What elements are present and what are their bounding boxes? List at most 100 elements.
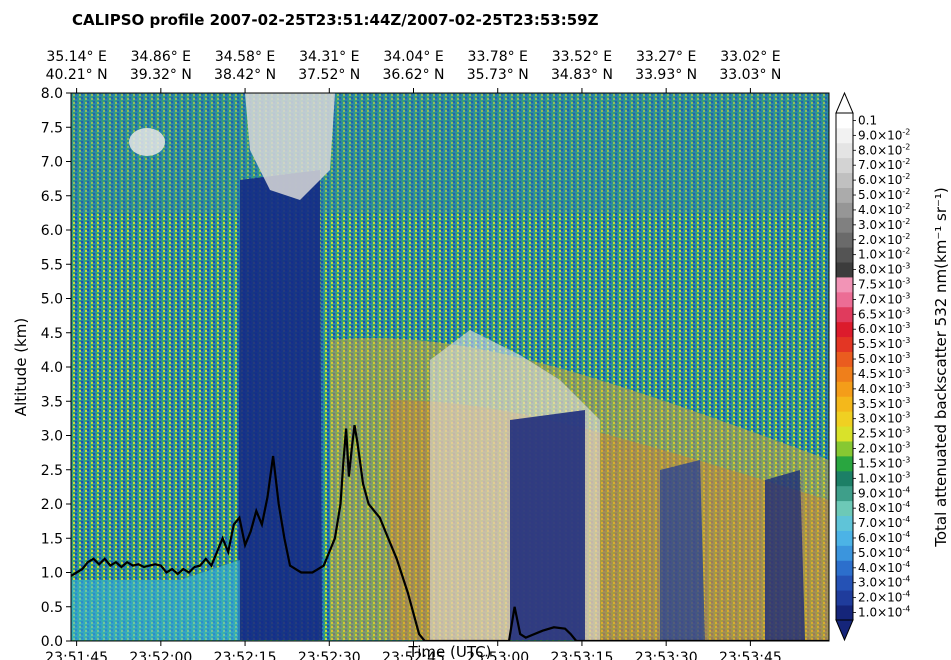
top-lon-label: 33.27° E [636, 49, 696, 65]
colorbar-tick-label: 4.5×10-3 [858, 366, 910, 381]
y-tick-label: 4.0 [41, 360, 63, 376]
colorbar-tick-label: 6.5×10-3 [858, 306, 910, 321]
colorbar-tick-label: 7.0×10-2 [858, 157, 910, 172]
colorbar-swatch [836, 411, 853, 427]
colorbar-tick-label: 4.0×10-2 [858, 202, 910, 217]
colorbar-swatch [836, 560, 853, 576]
colorbar-swatch [836, 590, 853, 606]
y-tick-label: 0.5 [41, 600, 63, 616]
colorbar-swatch [836, 351, 853, 367]
colorbar-swatch [836, 470, 853, 487]
top-lat-label: 36.62° N [382, 67, 444, 83]
colorbar-tick-label: 5.0×10-3 [858, 351, 910, 366]
colorbar-tick-label: 5.5×10-3 [858, 336, 910, 351]
attenuated-region-3 [660, 460, 705, 640]
x-tick-label: 23:51:45 [45, 650, 108, 660]
top-lat-label: 39.32° N [130, 67, 192, 83]
colorbar-tick-label: 2.5×10-3 [858, 426, 910, 441]
colorbar-tick-label: 1.5×10-3 [858, 455, 910, 470]
colorbar-tick-label: 1.0×10-3 [858, 470, 910, 485]
colorbar-tick-label: 3.0×10-2 [858, 217, 910, 232]
colorbar-tick-label: 6.0×10-3 [858, 321, 910, 336]
colorbar-tick-label: 4.0×10-3 [858, 381, 910, 396]
top-lat-label: 35.73° N [467, 67, 529, 83]
colorbar-tick-label: 8.0×10-4 [858, 500, 910, 515]
top-lat-label: 38.42° N [214, 67, 276, 83]
y-tick-label: 4.5 [41, 326, 63, 342]
colorbar-tick-label: 5.0×10-4 [858, 545, 910, 560]
colorbar-swatch [836, 441, 853, 457]
colorbar-swatch [836, 187, 853, 203]
colorbar-tick-label: 2.0×10-3 [858, 441, 910, 456]
x-tick-label: 23:53:00 [466, 650, 529, 660]
colorbar-tick-label: 4.0×10-4 [858, 560, 910, 575]
colorbar-tick-label: 1.0×10-4 [858, 605, 910, 620]
colorbar-tick-label: 0.1 [858, 113, 877, 127]
top-lon-label: 34.86° E [131, 49, 191, 65]
colorbar-swatch [836, 157, 853, 174]
colorbar-tick-label: 5.0×10-2 [858, 187, 910, 202]
colorbar-frame [835, 112, 854, 621]
x-axis: 23:51:45 23:52:00 23:52:15 23:52:30 23:52:45… [45, 641, 782, 660]
colorbar-swatch [836, 381, 853, 397]
y-tick-label: 5.0 [41, 292, 63, 308]
y-axis-label: Altitude (km) [12, 318, 30, 416]
colorbar-swatch [836, 530, 853, 546]
top-geo-axis: 35.14° E 40.21° N 34.86° E 39.32° N 34.58° E… [46, 49, 781, 93]
colorbar-tick-label: 7.5×10-3 [858, 276, 910, 291]
colorbar-swatch [836, 262, 853, 278]
plot-area [71, 93, 829, 641]
colorbar-swatch [836, 545, 853, 561]
colorbar-tick-label: 8.0×10-2 [858, 142, 910, 157]
chart-title: CALIPSO profile 2007-02-25T23:51:44Z/200… [72, 11, 599, 29]
colorbar-swatch [836, 396, 853, 412]
colorbar-tick-label: 3.0×10-4 [858, 575, 910, 590]
colorbar-swatch [836, 426, 853, 442]
colorbar-max-arrow [835, 91, 854, 114]
colorbar-swatch [836, 485, 853, 502]
colorbar-swatch [836, 336, 853, 352]
y-tick-label: 1.5 [41, 531, 63, 547]
colorbar-swatch [836, 515, 853, 531]
x-tick-label: 23:52:45 [382, 650, 445, 660]
x-tick-label: 23:53:45 [719, 650, 782, 660]
top-lat-label: 40.21° N [46, 67, 108, 83]
top-lat-label: 33.93° N [635, 67, 697, 83]
colorbar-tick-label: 3.0×10-3 [858, 411, 910, 426]
y-tick-label: 3.0 [41, 429, 63, 445]
top-lon-label: 33.52° E [552, 49, 612, 65]
colorbar-tick-label: 8.0×10-3 [858, 262, 910, 277]
top-lon-label: 33.78° E [468, 49, 528, 65]
colorbar-swatch [836, 366, 853, 382]
y-tick-label: 6.0 [41, 223, 63, 239]
colorbar-swatch [836, 113, 853, 129]
colorbar-tick-label: 6.0×10-2 [858, 172, 910, 187]
colorbar-swatch [836, 575, 853, 591]
y-tick-label: 7.5 [41, 120, 63, 136]
y-tick-label: 2.0 [41, 497, 63, 513]
y-tick-label: 2.5 [41, 463, 63, 479]
top-lon-label: 35.14° E [46, 49, 106, 65]
y-axis: 0.0 0.5 1.0 1.5 2.0 2.5 3.0 3.5 4.0 4.5 5.0 5.5 6.0 6… [41, 86, 71, 650]
y-tick-label: 6.5 [41, 189, 63, 205]
upper-noise-band [71, 93, 829, 213]
x-tick-label: 23:53:15 [551, 650, 614, 660]
top-lon-label: 33.02° E [720, 49, 780, 65]
top-lat-label: 37.52° N [298, 67, 360, 83]
y-tick-label: 7.0 [41, 155, 63, 171]
colorbar-swatch [836, 247, 853, 263]
colorbar-swatch [836, 277, 853, 293]
colorbar-tick-label: 7.0×10-3 [858, 291, 910, 306]
backscatter-features [71, 93, 829, 640]
colorbar-swatch [836, 127, 853, 144]
colorbar-tick-label: 7.0×10-4 [858, 515, 910, 530]
x-tick-label: 23:53:30 [635, 650, 698, 660]
colorbar-swatch [836, 321, 853, 338]
colorbar-swatch [836, 172, 853, 188]
x-tick-label: 23:52:30 [298, 650, 361, 660]
colorbar-swatch [836, 455, 853, 472]
top-lat-label: 34.83° N [551, 67, 613, 83]
top-lon-label: 34.04° E [383, 49, 443, 65]
boundary-layer [71, 560, 240, 640]
